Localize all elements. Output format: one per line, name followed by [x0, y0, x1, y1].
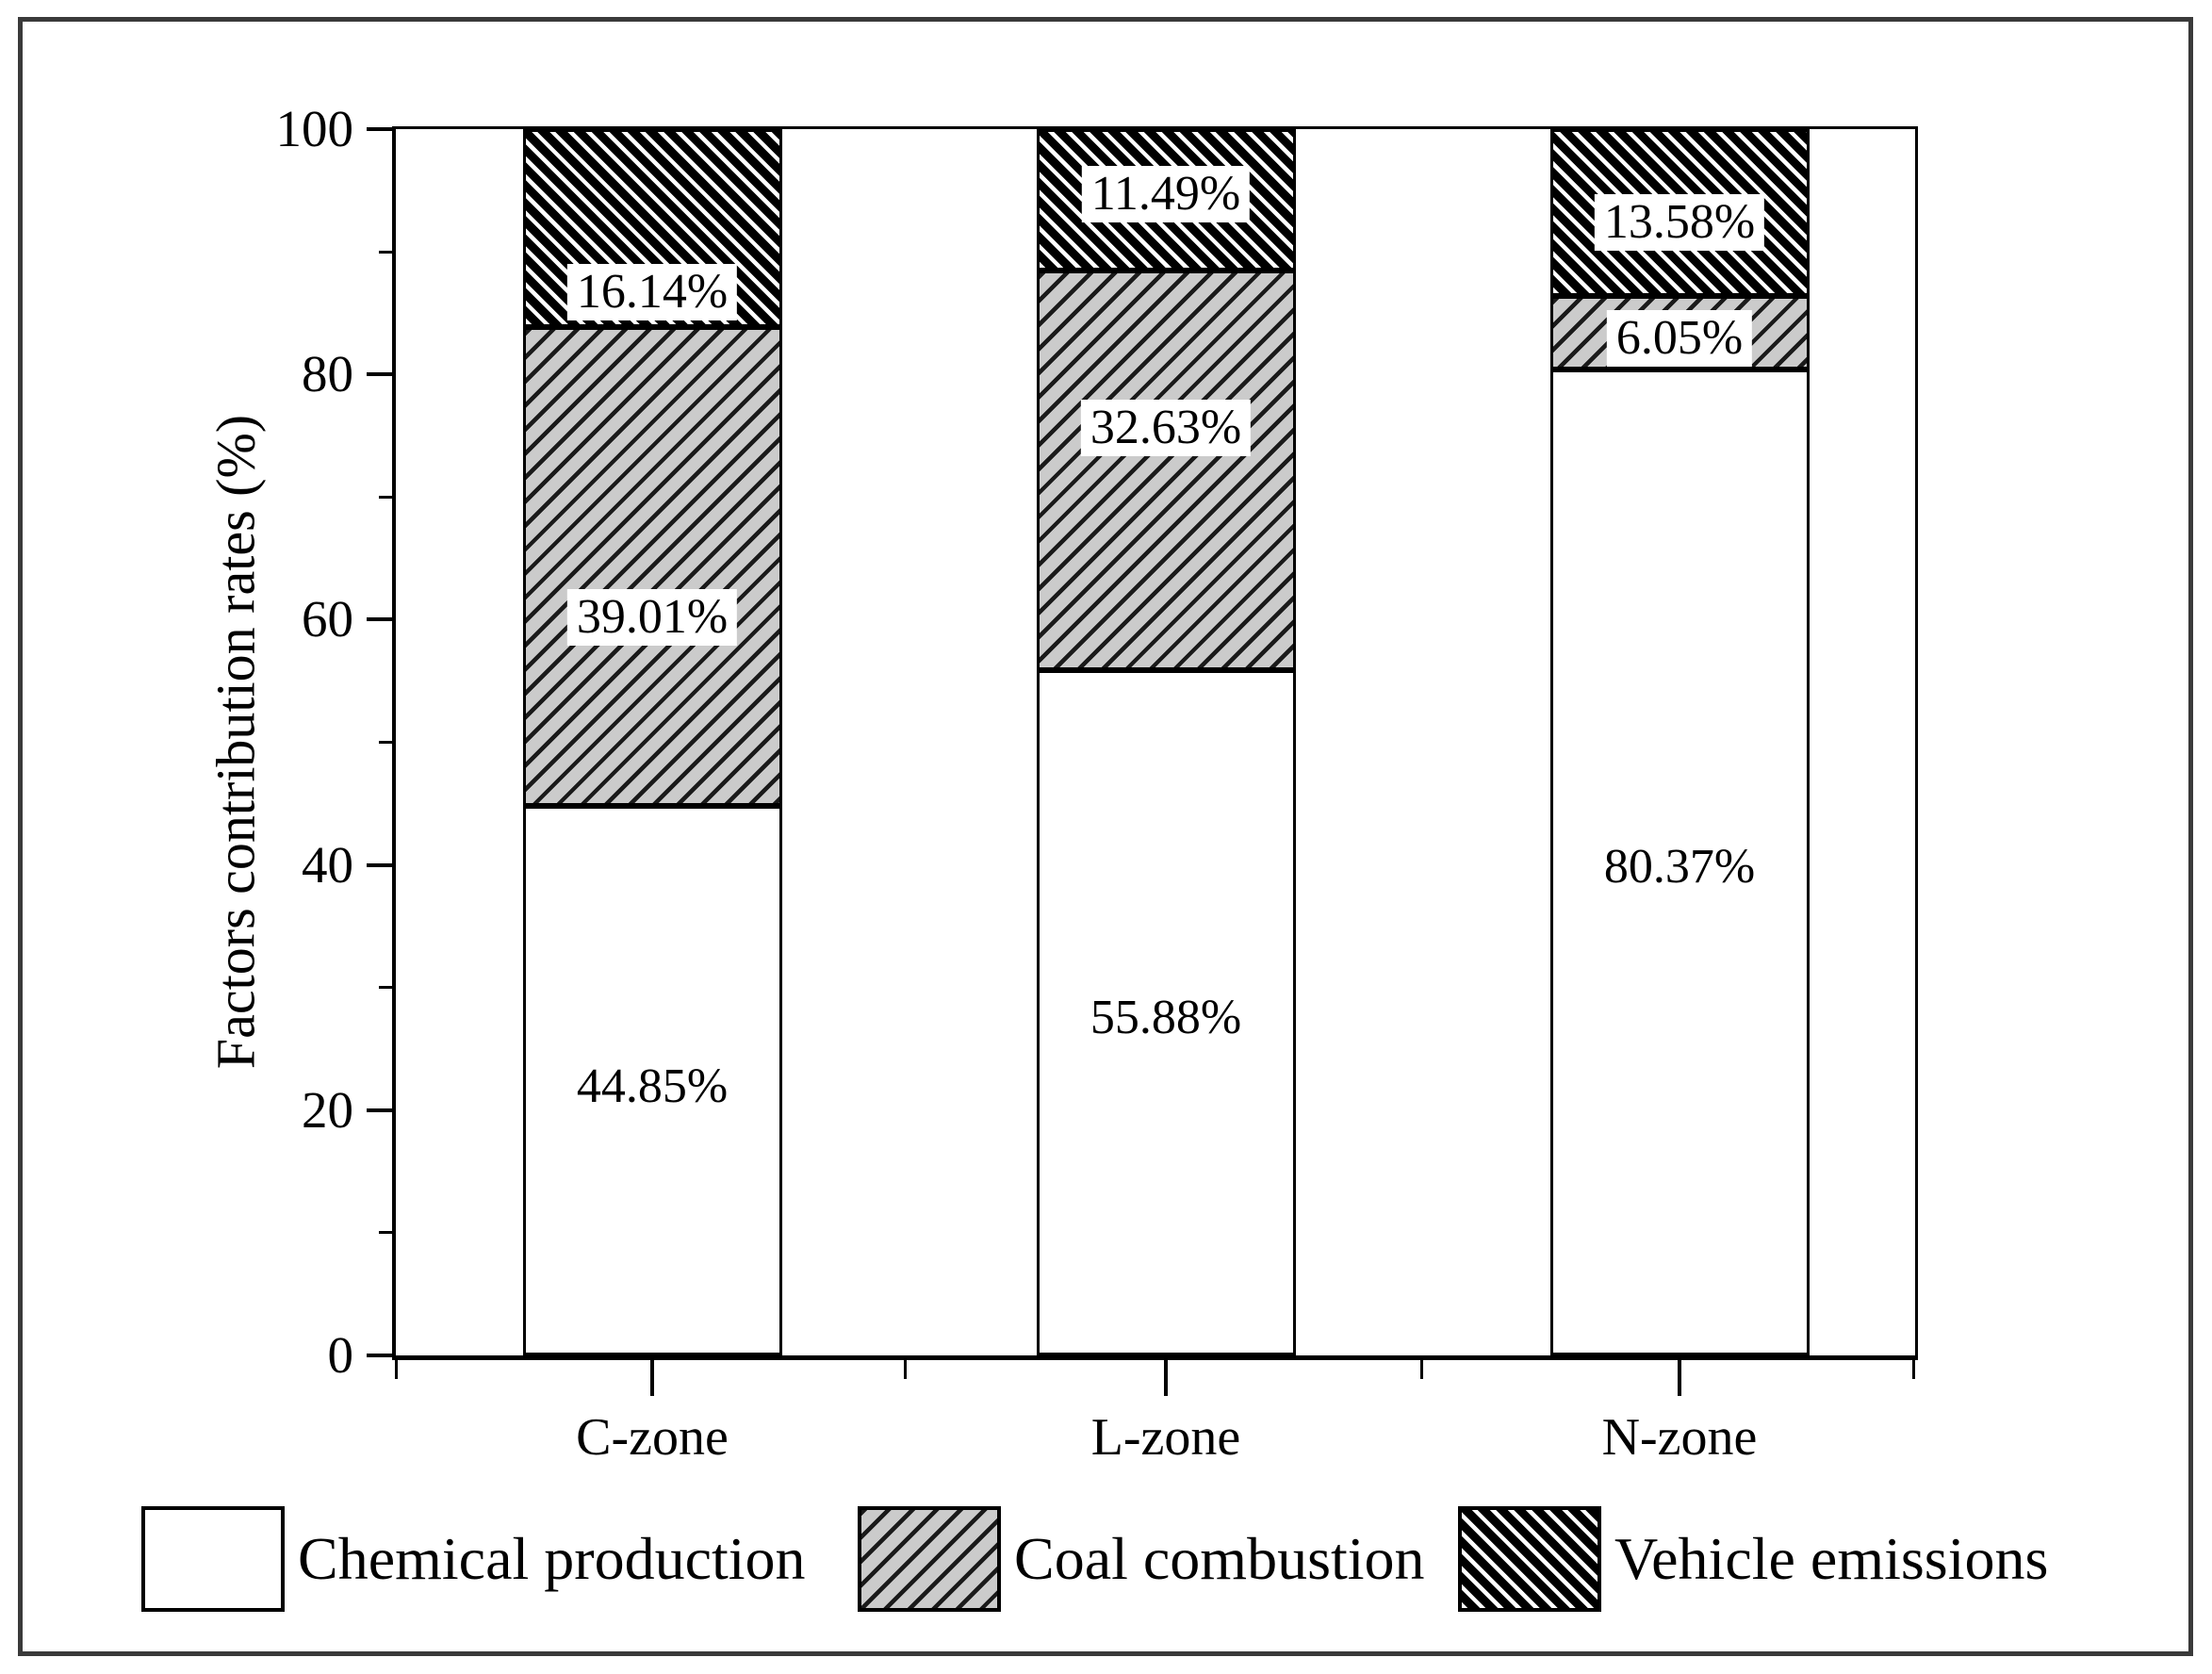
x-axis-minor-tick [1911, 1360, 1915, 1379]
legend-label: Chemical production [298, 1525, 806, 1592]
legend-item: Coal combustion [858, 1506, 1425, 1612]
legend-label: Vehicle emissions [1614, 1525, 2049, 1592]
y-axis-tick-label: 40 [302, 835, 353, 894]
y-axis-major-tick [367, 1108, 392, 1112]
bar-value-label: 13.58% [1594, 193, 1765, 251]
y-axis-minor-tick [379, 741, 392, 744]
y-axis-major-tick [367, 862, 392, 867]
bar-segment [522, 805, 782, 1355]
legend-swatch-gray-forward-hatch [858, 1506, 1001, 1612]
plot-area: Factors contribution rates (%) 0 20 40 60 80… [205, 100, 1918, 1467]
legend-item: Chemical production [141, 1506, 806, 1612]
y-axis-tick-label: 80 [302, 345, 353, 403]
y-axis-minor-tick [379, 986, 392, 990]
y-axis-tick-label: 20 [302, 1080, 353, 1139]
bar-value-label: 80.37% [1594, 839, 1765, 896]
y-axis-major-tick [367, 372, 392, 377]
bar-value-label: 32.63% [1080, 400, 1252, 457]
x-axis-major-tick [1678, 1360, 1681, 1396]
bar-value-label: 44.85% [566, 1059, 738, 1116]
bar-segment [522, 327, 782, 806]
legend-swatch-black-back-hatch [1458, 1506, 1601, 1612]
y-axis-major-tick [367, 617, 392, 622]
x-axis-category-label: L-zone [1090, 1408, 1241, 1467]
y-axis-tick-label: 100 [275, 100, 354, 157]
y-axis-major-tick [367, 1354, 392, 1357]
legend-label: Coal combustion [1014, 1525, 1425, 1592]
y-axis-minor-tick [379, 1231, 392, 1235]
bar-segment [1036, 270, 1296, 671]
y-axis-tick-label: 60 [302, 590, 353, 648]
y-axis-minor-tick [379, 495, 392, 499]
bar-value-label: 16.14% [566, 264, 738, 321]
x-axis-category-label: N-zone [1601, 1408, 1758, 1467]
x-axis-minor-tick [1419, 1360, 1423, 1379]
legend-swatch-white-plain [141, 1506, 285, 1612]
y-axis-tick-label: 0 [327, 1326, 354, 1384]
bar-value-label: 6.05% [1606, 310, 1753, 368]
x-axis-category-label: C-zone [576, 1408, 729, 1467]
legend-item: Vehicle emissions [1458, 1506, 2048, 1612]
x-axis-major-tick [650, 1360, 654, 1396]
y-axis-minor-tick [379, 250, 392, 254]
x-axis-minor-tick [903, 1360, 907, 1379]
legend: Chemical production Coal combustion Vehicl… [141, 1506, 2168, 1619]
x-axis-minor-tick [394, 1360, 398, 1379]
x-axis-major-tick [1164, 1360, 1168, 1396]
bar-value-label: 55.88% [1080, 990, 1252, 1047]
y-axis-major-tick [367, 127, 392, 131]
bar-value-label: 39.01% [566, 588, 738, 646]
bar-value-label: 11.49% [1081, 165, 1251, 222]
y-axis-title: Factors contribution rates (%) [205, 414, 267, 1070]
